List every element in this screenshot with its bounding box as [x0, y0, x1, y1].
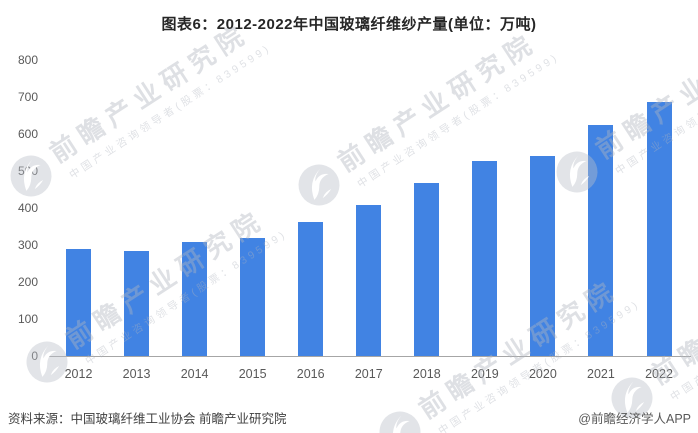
x-tick-label: 2020	[528, 367, 557, 381]
x-tick-label: 2017	[354, 367, 383, 381]
bar-2020	[530, 156, 556, 356]
y-tick-label: 100	[17, 312, 38, 326]
plot-area	[45, 60, 691, 357]
qianzhan-logo-icon	[379, 411, 421, 433]
y-tick-label: 700	[17, 90, 38, 104]
x-tick-label: 2014	[180, 367, 209, 381]
bar-2019	[472, 161, 498, 356]
bar-2013	[124, 251, 150, 356]
y-tick-label: 200	[17, 275, 38, 289]
x-tick-label: 2021	[587, 367, 615, 381]
x-tick-label: 2013	[122, 367, 151, 381]
y-tick-label: 400	[17, 201, 38, 215]
bar-2014	[182, 242, 208, 356]
x-tick-label: 2015	[238, 367, 267, 381]
x-tick-label: 2016	[296, 367, 325, 381]
source-note: 资料来源：中国玻璃纤维工业协会 前瞻产业研究院	[8, 412, 287, 426]
y-tick-label: 600	[17, 127, 38, 141]
bar-2017	[356, 205, 382, 356]
y-tick-label: 300	[17, 238, 38, 252]
bar-2015	[240, 238, 266, 356]
x-tick-label: 2012	[64, 367, 93, 381]
x-tick-label: 2018	[412, 367, 441, 381]
y-tick-label: 500	[17, 164, 38, 178]
y-tick-label: 0	[31, 349, 38, 363]
bar-2021	[588, 125, 614, 356]
bar-2022	[646, 102, 672, 356]
credit-note: @前瞻经济学人APP	[578, 412, 691, 426]
bar-2018	[414, 183, 440, 356]
y-tick-label: 800	[17, 53, 38, 67]
bar-2016	[298, 222, 324, 356]
chart-title: 图表6：2012-2022年中国玻璃纤维纱产量(单位：万吨)	[161, 16, 537, 33]
bar-2012	[66, 249, 91, 356]
x-tick-label: 2019	[470, 367, 499, 381]
x-tick-label: 2022	[645, 367, 673, 381]
